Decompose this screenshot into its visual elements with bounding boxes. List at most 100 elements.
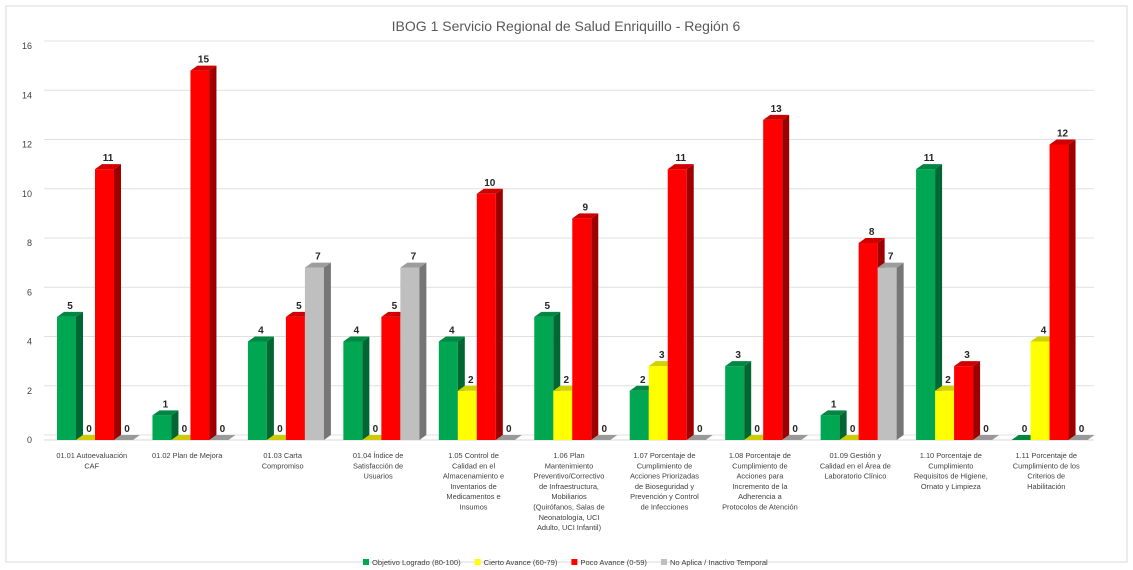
legend-label: Objetivo Logrado (80-100) xyxy=(372,558,461,567)
bar-front xyxy=(534,316,554,440)
data-label: 9 xyxy=(582,202,588,213)
data-label: 0 xyxy=(277,424,283,435)
bar-top xyxy=(400,262,427,268)
bar-front xyxy=(572,218,592,440)
bar-front xyxy=(648,366,668,440)
category-label-line: Medicamentos e xyxy=(446,492,500,501)
legend-swatch xyxy=(660,559,667,565)
category-label: 1.05 Control de Calidad en el Almacenamien… xyxy=(443,451,504,512)
category-label-line: Laboratorio Clínico xyxy=(824,472,886,481)
bar-side xyxy=(323,262,331,440)
data-label: 0 xyxy=(983,424,989,435)
data-label: 5 xyxy=(544,301,550,312)
y-tick-label: 0 xyxy=(27,435,32,445)
legend-label: Cierto Avance (60-79) xyxy=(484,558,558,567)
data-label: 3 xyxy=(735,350,741,361)
y-tick-label: 12 xyxy=(22,140,32,150)
category-label-line: 1.10 Porcentaje de xyxy=(920,451,982,460)
bar-top xyxy=(304,262,331,268)
bar-top xyxy=(114,435,140,440)
category-label-line: Adulto, UCI Infantil) xyxy=(537,523,601,532)
category-label-line: Criterios de xyxy=(1027,472,1065,481)
bar xyxy=(572,213,599,440)
category-label-line: CAF xyxy=(84,461,99,470)
bar-side xyxy=(973,361,981,440)
bar-front xyxy=(954,366,974,440)
bar xyxy=(152,410,179,440)
bar xyxy=(782,435,809,440)
category-label-line: de Infecciones xyxy=(641,503,689,512)
bar-front xyxy=(152,415,172,440)
data-label: 7 xyxy=(411,252,417,263)
bar-top xyxy=(247,336,274,342)
bar-top xyxy=(763,114,790,120)
category-label-line: Prevención y Control xyxy=(630,492,699,501)
legend-swatch xyxy=(474,559,481,565)
category-label: 01.09 Gestión y Calidad en el Área de Labo… xyxy=(820,451,891,481)
data-label: 2 xyxy=(640,375,646,386)
data-label: 12 xyxy=(1057,129,1069,140)
bar-top xyxy=(95,164,121,170)
bar-top xyxy=(686,435,713,440)
category-label-line: de Infraestructura, xyxy=(539,482,599,491)
chart-title: IBOG 1 Servicio Regional de Salud Enriqu… xyxy=(392,18,741,34)
category-label-line: Acciones Priorizadas xyxy=(630,472,699,481)
bar-top xyxy=(57,311,83,317)
bar-front xyxy=(400,267,420,440)
bar-top xyxy=(667,164,694,170)
bar-top xyxy=(973,435,1000,440)
category-label-line: Ornato y Limpieza xyxy=(921,482,982,491)
data-labels: 5011010150405740574210052902311030130108… xyxy=(67,55,1085,435)
data-label: 0 xyxy=(1022,424,1028,435)
bar xyxy=(763,114,790,440)
category-label: 01.02 Plan de Mejora xyxy=(152,451,223,460)
data-label: 0 xyxy=(182,424,188,435)
data-label: 5 xyxy=(296,301,302,312)
bar-top xyxy=(725,361,752,367)
category-label-line: 1.08 Porcentaje de xyxy=(729,451,791,460)
bar xyxy=(400,262,427,440)
y-axis-ticks: 0 2 4 6 8 10 12 14 16 xyxy=(22,41,32,445)
bar-front xyxy=(725,366,745,440)
data-label: 0 xyxy=(850,424,856,435)
y-tick-label: 10 xyxy=(22,189,32,199)
bar-front xyxy=(858,243,878,440)
y-tick-label: 4 xyxy=(27,337,32,347)
data-label: 11 xyxy=(924,153,935,164)
category-label-line: 01.02 Plan de Mejora xyxy=(152,451,223,460)
category-label-line: Compromiso xyxy=(262,461,304,470)
bar-front xyxy=(190,70,210,440)
y-tick-label: 6 xyxy=(27,287,32,297)
category-label-line: 01.04 Índice de xyxy=(353,451,404,460)
data-label: 3 xyxy=(964,350,970,361)
category-label-line: (Quirófanos, Salas de xyxy=(533,503,604,512)
bar xyxy=(190,65,217,440)
category-label-line: Satisfacción de xyxy=(353,461,403,470)
bar-top xyxy=(1068,435,1095,440)
bar xyxy=(877,262,904,440)
data-label: 1 xyxy=(163,399,169,410)
bar-side xyxy=(362,336,370,440)
data-label: 0 xyxy=(697,424,703,435)
bar-side xyxy=(744,361,752,440)
category-label-line: 01.09 Gestión y xyxy=(829,451,881,460)
bar-side xyxy=(935,164,943,440)
category-label-line: 1.07 Porcentaje de xyxy=(633,451,695,460)
bar xyxy=(343,336,370,440)
data-label: 0 xyxy=(124,424,130,435)
bar-side xyxy=(114,164,121,440)
bar-front xyxy=(1049,144,1069,440)
legend-item: No Aplica / Inactivo Temporal xyxy=(660,558,768,567)
category-label-line: Cumplimiento de xyxy=(732,461,787,470)
x-axis-category-labels: 01.01 Autoevaluación CAF 01.02 Plan de Mej… xyxy=(56,451,1080,532)
category-label: 1.11 Porcentaje de Cumplimiento de los Cri… xyxy=(1013,451,1080,491)
bar-front xyxy=(285,316,305,440)
bar-side xyxy=(839,410,847,440)
bar-top xyxy=(591,435,618,440)
bar xyxy=(667,164,694,440)
category-label-line: Preventivo/Correctivo xyxy=(534,472,605,481)
category-label-line: Calidad en el Área de xyxy=(820,461,891,470)
bar-top xyxy=(782,435,809,440)
bars xyxy=(57,65,1095,440)
